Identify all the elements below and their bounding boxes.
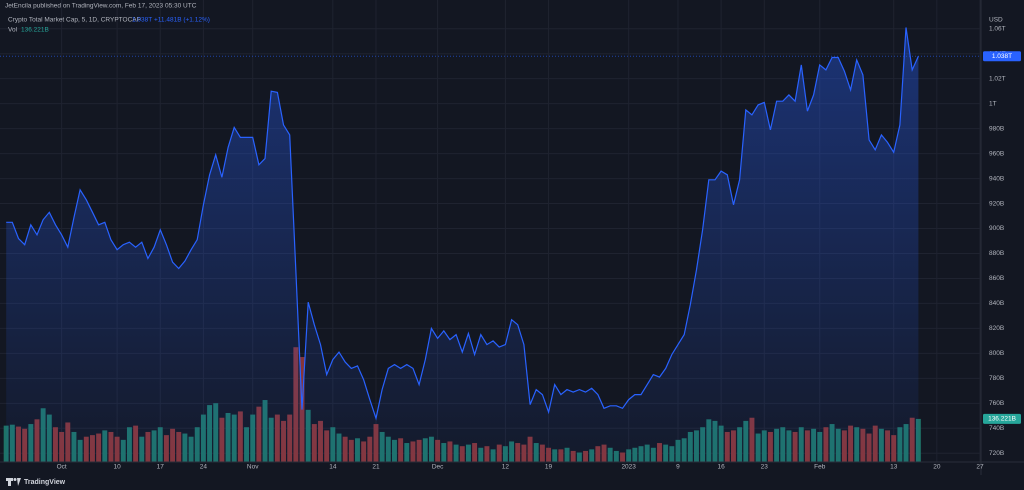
- last-price: 1.038T: [132, 17, 152, 24]
- volume-last: 136.221B: [21, 27, 49, 34]
- y-tick-label: 740B: [989, 425, 1004, 432]
- axes: 720B 740B 760B 780B 800B 820B 840B 860B 880B 900B…: [57, 25, 1021, 471]
- price-tag-label: 1.038T: [992, 53, 1012, 60]
- brand: TradingView: [24, 479, 66, 486]
- price-line: [6, 27, 919, 421]
- x-tick-label: 9: [676, 464, 680, 471]
- x-tick-label: 20: [933, 464, 941, 471]
- y-tick-label: 840B: [989, 300, 1004, 307]
- x-tick-label: 16: [718, 464, 726, 471]
- y-tick-label: 800B: [989, 350, 1004, 357]
- axis-unit: USD: [989, 17, 1003, 24]
- volume-label: Vol: [8, 27, 18, 34]
- volume-tag: [983, 413, 1021, 424]
- y-tick-label: 900B: [989, 225, 1004, 232]
- y-tick-label: 980B: [989, 125, 1004, 132]
- x-tick-label: 24: [200, 464, 208, 471]
- y-tick-label: 760B: [989, 400, 1004, 407]
- symbol: Crypto Total Market Cap, 5, 1D, CRYPTOCA…: [8, 17, 141, 24]
- y-tick-label: 920B: [989, 200, 1004, 207]
- x-tick-label: 17: [157, 464, 165, 471]
- y-tick-label: 820B: [989, 325, 1004, 332]
- y-tick-label: 1.02T: [989, 75, 1006, 82]
- x-tick-label: Feb: [814, 464, 826, 471]
- y-tick-label: 940B: [989, 175, 1004, 182]
- x-tick-label: 23: [761, 464, 769, 471]
- area-fill: [6, 27, 919, 462]
- y-tick-label: 1T: [989, 100, 997, 107]
- x-tick-label: 10: [113, 464, 121, 471]
- x-tick-label: 14: [329, 464, 337, 471]
- volume-tag-label: 136.221B: [988, 416, 1016, 423]
- x-tick-label: 19: [545, 464, 553, 471]
- price-change: +11.481B (+1.12%): [154, 17, 210, 24]
- volume-bar: [3, 425, 9, 462]
- price-tag: [983, 51, 1021, 62]
- y-tick-label: 1.06T: [989, 25, 1006, 32]
- y-tick-label: 780B: [989, 375, 1004, 382]
- y-tick-label: 880B: [989, 250, 1004, 257]
- x-tick-label: 21: [372, 464, 380, 471]
- y-tick-label: 860B: [989, 275, 1004, 282]
- price-pane: [0, 27, 980, 462]
- x-tick-label: 27: [976, 464, 984, 471]
- x-tick-label: 12: [502, 464, 510, 471]
- y-tick-label: 960B: [989, 150, 1004, 157]
- x-tick-label: 13: [890, 464, 898, 471]
- x-tick-label: 2023: [621, 464, 636, 471]
- x-tick-label: Dec: [432, 464, 444, 471]
- publisher: JetEncila published on TradingView.com, …: [5, 3, 197, 10]
- brand-logo: [6, 478, 21, 486]
- y-tick-label: 720B: [989, 450, 1004, 457]
- x-tick-label: Oct: [57, 464, 67, 471]
- x-tick-label: Nov: [247, 464, 259, 471]
